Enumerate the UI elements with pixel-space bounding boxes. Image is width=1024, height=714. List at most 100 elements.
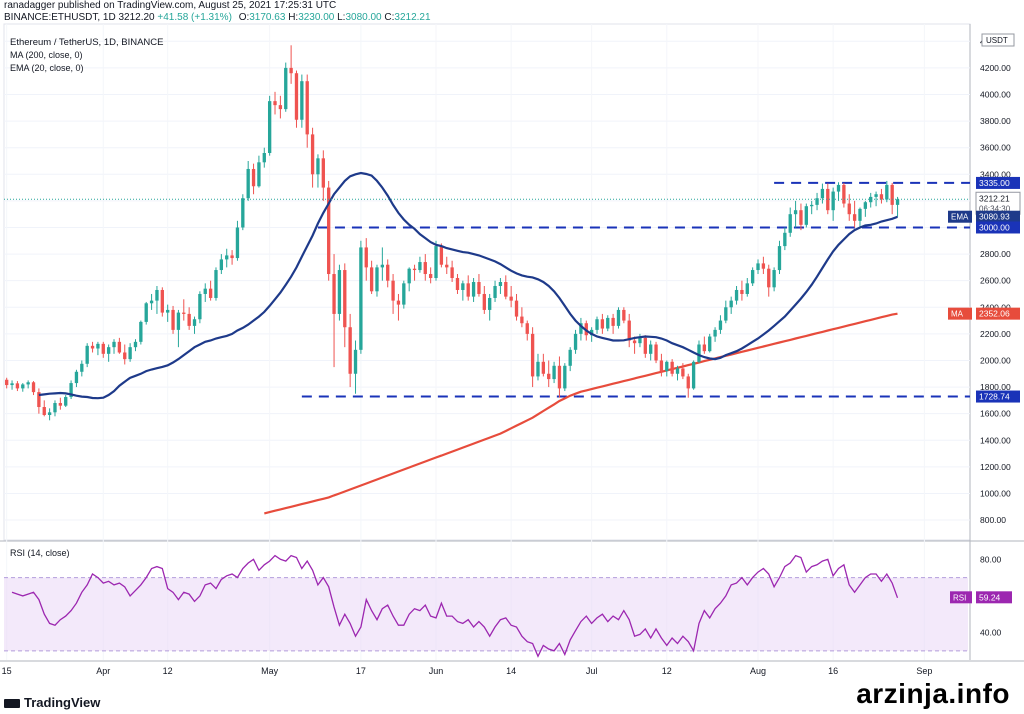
candle-body <box>407 268 411 284</box>
time-tick-label: Jun <box>429 666 444 676</box>
high-label: H: <box>288 12 299 23</box>
candle-body <box>777 246 782 271</box>
candle-body <box>638 337 642 344</box>
candle-body <box>144 303 148 322</box>
candle-body <box>101 343 105 354</box>
candle-body <box>423 262 427 275</box>
candle-body <box>182 312 186 314</box>
time-tick-label: Apr <box>96 666 110 676</box>
resistance-badge-value: 3335.00 <box>979 178 1010 188</box>
candle-body <box>697 344 701 362</box>
candle-body <box>359 247 363 350</box>
candle-body <box>675 368 680 374</box>
candle-body <box>37 392 41 408</box>
publisher-line: ranadagger published on TradingView.com,… <box>4 0 337 11</box>
candle-body <box>568 349 572 366</box>
legend-ma: MA (200, close, 0) <box>10 50 83 60</box>
ma-badge-box <box>976 307 1020 320</box>
candle-body <box>176 312 181 330</box>
candle-body <box>53 403 57 413</box>
candle-body <box>627 320 631 341</box>
open-value: 3170.63 <box>249 12 286 23</box>
time-tick-label: 15 <box>2 666 12 676</box>
candle-body <box>616 309 621 326</box>
tradingview-brand-label: TradingView <box>24 695 101 710</box>
candle-body <box>761 263 766 269</box>
candle-body <box>702 344 707 352</box>
time-tick-label: 12 <box>163 666 173 676</box>
ma-badge-tag-box <box>948 307 972 320</box>
time-tick-label: Jul <box>586 666 598 676</box>
ohlc-line: BINANCE:ETHUSDT, 1D 3212.20 +41.58 (+1.3… <box>4 12 431 23</box>
candle-body <box>718 320 723 330</box>
candle-body <box>369 267 374 292</box>
candle-body <box>756 263 760 271</box>
ema-badge-box <box>976 210 1020 223</box>
tradingview-brand[interactable]: TradingView <box>4 695 100 710</box>
candle-body <box>820 188 825 199</box>
candle-body <box>149 300 154 304</box>
candle-body <box>391 280 395 301</box>
candle-body <box>208 288 213 298</box>
candle-body <box>386 264 390 281</box>
candle-body <box>659 360 664 372</box>
candle-body <box>745 283 749 294</box>
tradingview-logo-icon <box>4 699 20 709</box>
candle-body <box>428 274 433 279</box>
candle-body <box>128 347 132 360</box>
rsi-badge-value: 59.24 <box>979 592 1001 602</box>
candle-body <box>123 352 127 360</box>
price-tick-label: 3800.00 <box>980 116 1011 126</box>
candle-body <box>455 278 460 290</box>
candle-body <box>547 373 551 380</box>
candle-body <box>155 289 159 301</box>
candle-body <box>332 274 336 314</box>
candle-body <box>445 264 449 268</box>
candle-body <box>305 81 309 135</box>
ema-badge-tag: EMA <box>951 213 969 222</box>
candle-body <box>852 214 857 221</box>
candle-body <box>96 343 100 349</box>
time-tick-label: May <box>261 666 279 676</box>
candle-body <box>402 283 406 305</box>
candle-body <box>300 81 304 120</box>
candle-body <box>708 336 712 352</box>
candle-body <box>890 184 894 205</box>
candle-body <box>31 382 36 393</box>
rsi-tick-label: 40.00 <box>980 628 1002 638</box>
candle-body <box>810 204 814 207</box>
ema-badge-value: 3080.93 <box>979 212 1010 222</box>
candle-body <box>203 288 207 294</box>
candle-body <box>869 196 873 203</box>
candle-body <box>106 347 111 354</box>
candle-body <box>396 300 401 305</box>
price-tick-label: 4200.00 <box>980 63 1011 73</box>
candle-body <box>450 267 454 279</box>
candle-body <box>42 407 46 415</box>
close-label: C: <box>384 12 395 23</box>
high-value: 3230.00 <box>298 12 335 23</box>
candle-body <box>139 321 143 342</box>
candle-body <box>740 289 744 294</box>
low-value: 3080.00 <box>345 12 382 23</box>
price-tick-label: 1800.00 <box>980 382 1011 392</box>
candle-body <box>380 264 385 268</box>
candle-body <box>847 203 851 215</box>
candle-body <box>461 283 465 290</box>
candle-body <box>573 333 578 350</box>
candle-body <box>466 283 470 297</box>
candle-body <box>251 168 256 187</box>
candle-body <box>649 344 653 354</box>
support-lower-badge-value: 1728.74 <box>979 392 1010 402</box>
candle-body <box>412 268 417 271</box>
candle-body <box>885 184 889 200</box>
price-tick-label: 3400.00 <box>980 169 1011 179</box>
candle-body <box>525 323 529 334</box>
candle-body <box>541 361 546 374</box>
candle-body <box>294 73 299 120</box>
candle-body <box>353 349 358 374</box>
open-label: O: <box>238 12 250 23</box>
candle-body <box>310 134 315 175</box>
candle-body <box>611 317 615 326</box>
rsi-tick-label: 80.00 <box>980 554 1002 564</box>
